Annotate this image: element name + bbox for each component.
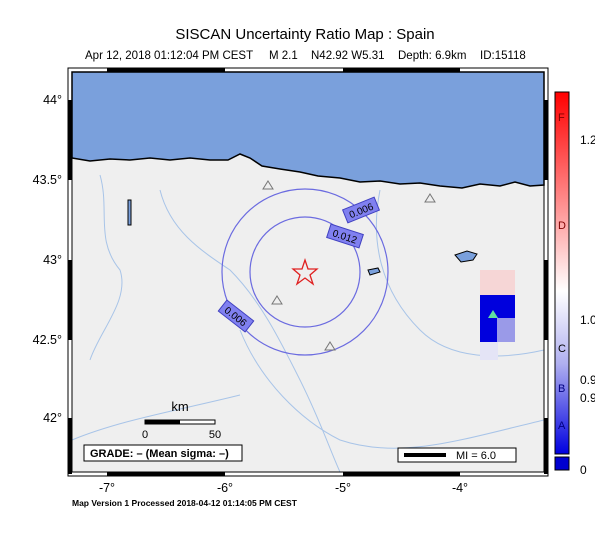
colorbar-label: A <box>558 420 566 432</box>
station-highlight <box>488 310 498 318</box>
lat-label: 42.5° <box>33 333 62 347</box>
ocean <box>71 71 545 189</box>
scale-tick: 50 <box>209 429 221 441</box>
scale-unit: km <box>171 399 188 414</box>
contours <box>221 188 389 356</box>
subtitle-id: ID:15118 <box>480 50 526 62</box>
mi-legend-text: MI = 6.0 <box>456 450 496 462</box>
subtitle-magnitude: M 2.1 <box>269 50 298 62</box>
colorbar-label: 0 <box>580 463 587 477</box>
colorbar-label: 0.9 <box>580 391 595 405</box>
frame-ticks <box>68 68 548 476</box>
colorbar-label: C <box>558 343 566 355</box>
lat-label: 43.5° <box>33 173 62 187</box>
title: SISCAN Uncertainty Ratio Map : Spain <box>175 26 434 43</box>
lon-label: -5° <box>335 481 351 495</box>
lat-label: 43° <box>43 253 62 267</box>
subtitle: Apr 12, 2018 01:12:04 PM CEST M 2.1 N42.… <box>85 50 526 62</box>
lat-label: 44° <box>43 93 62 107</box>
colorbar-label: 1.2 <box>580 133 595 147</box>
colorbar-label: 0.9 <box>580 373 595 387</box>
colorbar-label: 1.0 <box>580 313 595 327</box>
lon-label: -6° <box>217 481 233 495</box>
scale-bar-fill <box>145 420 180 424</box>
contour-labels: 0.006 0.012 0.006 <box>217 196 381 333</box>
colorbar-label: F <box>558 112 565 124</box>
scale-tick: 0 <box>142 429 148 441</box>
lat-labels: 44° 43.5° 43° 42.5° 42° <box>33 93 62 425</box>
stations <box>262 180 436 351</box>
colorbar-min <box>554 456 570 471</box>
mi-legend-box <box>397 447 517 463</box>
lon-label: -4° <box>452 481 468 495</box>
rivers <box>71 174 545 473</box>
subtitle-depth: Depth: 6.9km <box>398 50 466 62</box>
lon-label: -7° <box>99 481 115 495</box>
lon-labels: -7° -6° -5° -4° <box>99 481 468 495</box>
colorbar-label: D <box>558 220 566 232</box>
subtitle-location: N42.92 W5.31 <box>311 50 385 62</box>
grid-cell <box>480 270 515 295</box>
footer: Map Version 1 Processed 2018-04-12 01:14… <box>72 498 298 508</box>
subtitle-date: Apr 12, 2018 01:12:04 PM CEST <box>85 50 253 62</box>
colorbar <box>554 91 570 455</box>
epicenter <box>291 257 319 286</box>
grid-cell <box>497 318 515 342</box>
colorbar-label: B <box>558 383 565 395</box>
grade-box <box>83 444 243 462</box>
colorbar-labels: F 1.2 D 1.0 C 0.9 B 0.9 A 0 <box>558 112 595 477</box>
lat-label: 42° <box>43 411 62 425</box>
lakes <box>127 199 478 276</box>
grid-cell <box>480 342 498 360</box>
grade-text: GRADE: – (Mean sigma: –) <box>90 448 229 460</box>
